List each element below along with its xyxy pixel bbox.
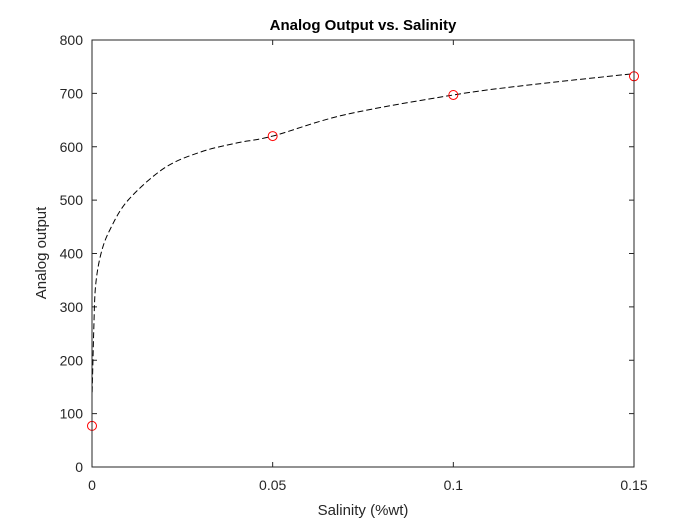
y-tick-label: 700	[60, 85, 84, 101]
fit-curve	[91, 73, 635, 393]
y-tick-label: 500	[60, 192, 84, 208]
x-tick-label: 0	[88, 477, 96, 493]
y-tick-label: 300	[60, 299, 84, 315]
y-tick-label: 800	[60, 32, 84, 48]
y-tick-label: 100	[60, 406, 84, 422]
x-tick-label: 0.1	[444, 477, 464, 493]
x-tick-label: 0.05	[259, 477, 286, 493]
tick-labels-layer: 0 0.05 0.1 0.15 0 100 200 300 400 500 600 700 800	[60, 32, 648, 493]
data-point	[267, 131, 278, 142]
y-tick-label: 200	[60, 352, 84, 368]
y-tick-label: 0	[75, 459, 83, 475]
data-point	[448, 89, 459, 100]
x-tick-label: 0.15	[620, 477, 647, 493]
chart-title: Analog Output vs. Salinity	[270, 17, 457, 34]
plot-area	[92, 40, 634, 467]
x-axis-label: Salinity (%wt)	[318, 502, 409, 519]
y-tick-label: 400	[60, 246, 84, 262]
y-tick-label: 600	[60, 139, 84, 155]
axes-box	[91, 39, 635, 468]
y-axis-label: Analog output	[33, 206, 50, 299]
